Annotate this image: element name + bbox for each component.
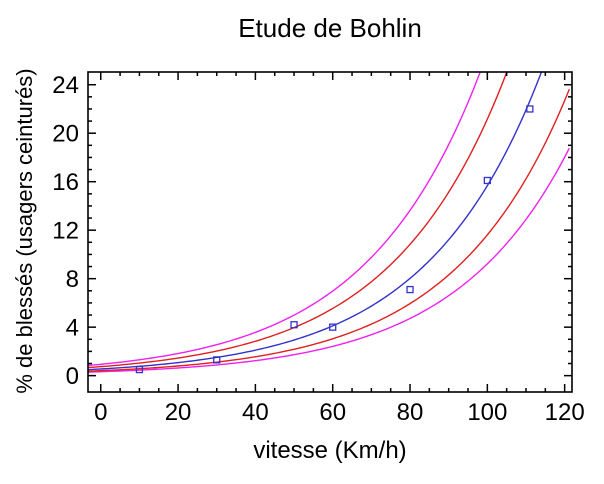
- y-tick-label: 8: [66, 266, 79, 293]
- y-tick-label: 24: [52, 72, 79, 99]
- chart-title: Etude de Bohlin: [238, 13, 422, 43]
- x-tick-label: 120: [545, 399, 585, 426]
- y-tick-label: 20: [52, 121, 79, 148]
- confidence-band-upper-inner: [88, 72, 508, 369]
- curves: [88, 72, 570, 373]
- plot-frame: [87, 71, 573, 393]
- data-point-square: [213, 356, 221, 364]
- axis-ticks: [88, 72, 572, 392]
- y-axis-title: % de blessés (usagers ceinturés): [12, 68, 37, 394]
- x-tick-labels: 0 20 40 60 80 100 120: [94, 399, 585, 426]
- x-tick-label: 80: [397, 399, 424, 426]
- x-tick-label: 0: [94, 399, 107, 426]
- y-tick-label: 12: [52, 218, 79, 245]
- data-point-square: [406, 285, 414, 294]
- data-point-square: [135, 365, 144, 374]
- x-tick-label: 60: [319, 399, 346, 426]
- y-tick-labels: 0 4 8 12 16 20 24: [52, 72, 79, 390]
- data-points: [135, 105, 534, 374]
- x-tick-label: 20: [165, 399, 192, 426]
- prediction-band-upper-outer: [88, 72, 481, 367]
- data-point-square: [483, 176, 491, 185]
- y-tick-label: 0: [66, 363, 79, 390]
- data-point-square: [329, 323, 337, 331]
- fit-curve: [88, 72, 543, 371]
- y-tick-label: 16: [52, 169, 79, 196]
- data-point-square: [290, 321, 298, 329]
- y-tick-label: 4: [66, 315, 79, 342]
- prediction-band-lower-outer: [88, 147, 570, 373]
- confidence-band-lower-inner: [88, 89, 570, 372]
- x-tick-label: 40: [242, 399, 269, 426]
- x-tick-label: 100: [467, 399, 507, 426]
- x-axis-title: vitesse (Km/h): [253, 437, 407, 464]
- data-point-square: [526, 105, 534, 113]
